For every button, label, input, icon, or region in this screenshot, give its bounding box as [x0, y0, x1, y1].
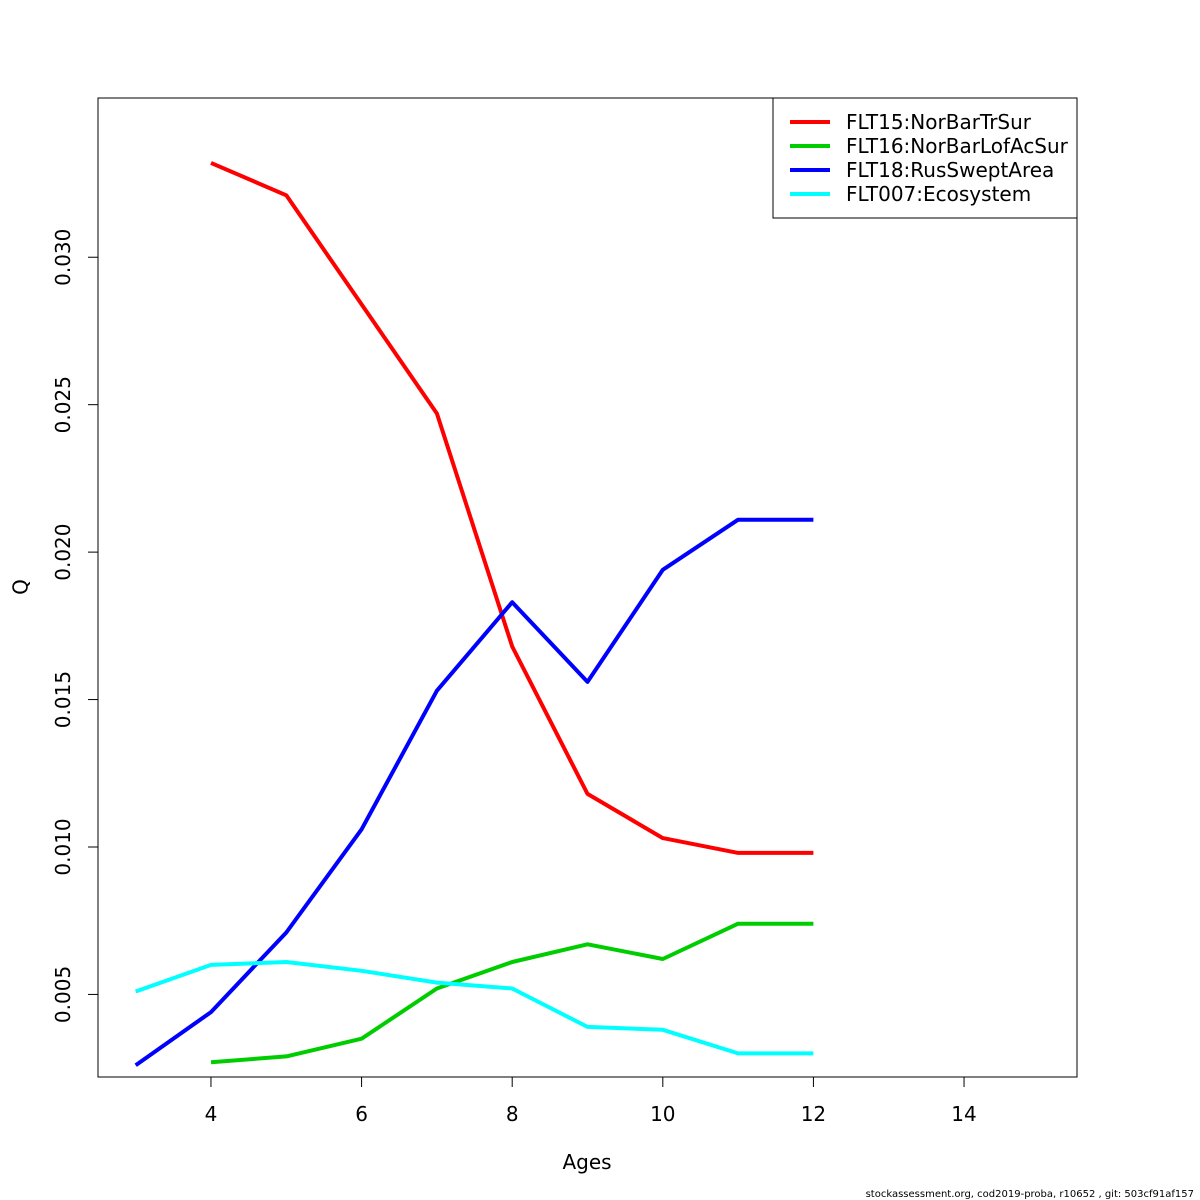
x-tick-label: 10 [650, 1102, 675, 1126]
plot-frame [97, 97, 1078, 1078]
series-line-1 [210, 161, 814, 855]
series-line-2 [210, 921, 814, 1065]
legend-label: FLT007:Ecosystem [846, 182, 1031, 206]
legend: FLT15:NorBarTrSurFLT16:NorBarLofAcSurFLT… [772, 97, 1078, 219]
legend-box [772, 97, 1078, 219]
y-tick-label: 0.015 [51, 671, 75, 728]
series-line-3 [134, 517, 814, 1067]
y-axis: 0.005 0.010 0.015 0.020 0.025 0.030 [51, 229, 99, 1023]
x-axis-label: Ages [562, 1150, 611, 1174]
footer-text: stockassessment.org, cod2019-proba, r106… [866, 1189, 1194, 1200]
series-line-4 [135, 960, 814, 1056]
series-layer [134, 161, 814, 1067]
y-tick-label: 0.005 [51, 966, 75, 1023]
x-tick-label: 12 [801, 1102, 826, 1126]
y-tick-label: 0.030 [51, 229, 75, 286]
x-tick-label: 6 [355, 1102, 368, 1126]
y-tick-label: 0.020 [51, 523, 75, 580]
x-axis: 4 6 8 10 12 14 [205, 1076, 977, 1126]
y-axis-label: Q [9, 579, 33, 595]
legend-label: FLT18:RusSweptArea [846, 158, 1054, 182]
x-tick-label: 8 [506, 1102, 519, 1126]
y-tick-label: 0.025 [51, 376, 75, 433]
x-tick-label: 14 [951, 1102, 976, 1126]
y-tick-label: 0.010 [51, 818, 75, 875]
x-tick-label: 4 [205, 1102, 218, 1126]
legend-label: FLT15:NorBarTrSur [846, 110, 1032, 134]
legend-label: FLT16:NorBarLofAcSur [846, 134, 1069, 158]
